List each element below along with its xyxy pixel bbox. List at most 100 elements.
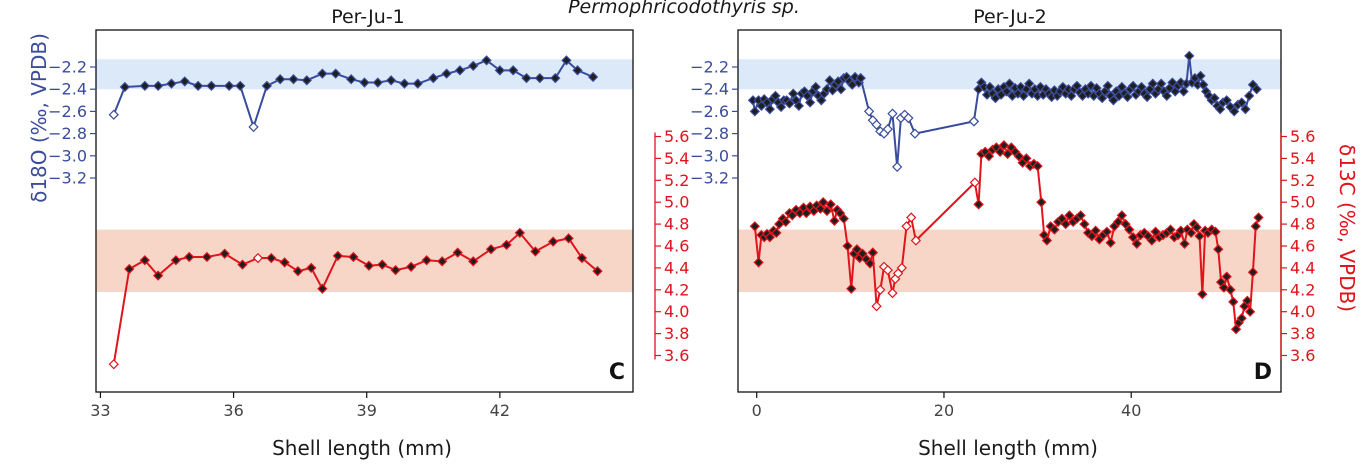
- d13c-data-point: [1236, 313, 1247, 324]
- d13c-data-point: [292, 266, 304, 277]
- d18o-data-point: [802, 90, 813, 102]
- d18o-data-point: [454, 65, 466, 76]
- d13c-data-point: [468, 256, 479, 267]
- d13c-data-point: [1244, 306, 1256, 317]
- d18o-data-point: [804, 97, 816, 108]
- d13c-data-point: [871, 301, 882, 312]
- d18o-data-point: [441, 68, 452, 79]
- d13c-data-point: [1146, 235, 1157, 246]
- d18o-data-point: [1127, 80, 1139, 92]
- d13c-data-point: [1210, 226, 1221, 237]
- d13c-data-point: [1124, 224, 1135, 235]
- d18o-data-point: [561, 55, 572, 66]
- d13c-data-point: [1021, 153, 1032, 164]
- d13c-tick-label: 4.0: [1290, 302, 1315, 321]
- d13c-data-point: [1242, 295, 1253, 306]
- d13c-data-point: [1131, 238, 1142, 249]
- d18o-data-point: [1175, 77, 1186, 88]
- d13c-tick-label: 5.6: [1290, 127, 1315, 146]
- d13c-data-point: [170, 255, 182, 266]
- x-tick-label: 0: [752, 401, 762, 420]
- d13c-tick-label: 5.6: [664, 127, 689, 146]
- d18o-data-point: [775, 101, 787, 113]
- d18o-data-point: [855, 72, 866, 84]
- d18o-data-point: [1167, 77, 1178, 88]
- d13c-data-point: [838, 213, 849, 224]
- d13c-data-point: [1090, 225, 1101, 236]
- d18o-data-point: [1012, 88, 1024, 99]
- x-tick-label: 33: [90, 401, 110, 420]
- d13c-data-point: [780, 216, 791, 228]
- d18o-data-point: [810, 81, 821, 93]
- d13c-data-point: [306, 262, 317, 274]
- d13c-data-point: [983, 151, 995, 162]
- d18o-data-point: [248, 121, 259, 133]
- d13c-tick-label: 4.6: [1290, 237, 1315, 256]
- d18o-data-point: [1229, 106, 1240, 117]
- d18o-data-point: [1178, 86, 1189, 97]
- d13c-data-point: [1191, 222, 1202, 233]
- d13c-data-point: [994, 146, 1006, 157]
- d13c-tick-label: 3.8: [664, 324, 689, 343]
- d13c-tick-label: 5.2: [664, 171, 689, 190]
- d13c-data-point: [1228, 296, 1239, 307]
- d18o-data-point: [288, 74, 299, 85]
- d18o-tick-label: −3.2: [690, 169, 729, 188]
- d13c-tick-label: 4.6: [664, 237, 689, 256]
- d18o-data-point: [412, 78, 423, 89]
- d13c-data-point: [139, 255, 150, 266]
- x-tick-label: 39: [357, 401, 377, 420]
- d13c-data-point: [405, 261, 417, 272]
- panel-d-xlabel: Shell length (mm): [918, 436, 1098, 460]
- d18o-data-point: [1215, 104, 1226, 115]
- d13c-data-point: [842, 240, 853, 252]
- d13c-data-point: [1179, 238, 1190, 249]
- x-tick-label: 42: [490, 401, 510, 420]
- d13c-data-point: [184, 251, 195, 263]
- x-tick-label: 20: [934, 401, 954, 420]
- d13c-data-point: [1049, 224, 1060, 235]
- d13c-data-point: [1253, 212, 1264, 223]
- d18o-data-point: [1141, 91, 1153, 103]
- d18o-data-point: [871, 119, 882, 130]
- d13c-data-point: [764, 232, 775, 243]
- d13c-data-point: [906, 212, 917, 223]
- d18o-data-point: [330, 68, 341, 79]
- d13c-data-point: [363, 260, 375, 271]
- d13c-data-point: [1225, 284, 1236, 295]
- d13c-tick-label: 4.2: [1290, 280, 1315, 299]
- d13c-data-point: [1112, 216, 1124, 228]
- d13c-data-point: [1213, 244, 1224, 255]
- d13c-data-point: [801, 208, 812, 219]
- d18o-data-point: [1066, 90, 1077, 102]
- d13c-data-point: [437, 256, 448, 267]
- d13c-data-point: [421, 255, 432, 266]
- d18o-data-point: [770, 90, 781, 102]
- d18o-data-point: [139, 80, 150, 92]
- d18o-data-point: [108, 109, 119, 120]
- d18o-data-point: [764, 104, 775, 115]
- d13c-data-point: [1247, 267, 1259, 278]
- d18o-data-point: [192, 80, 204, 92]
- d18o-tick-label: −2.4: [690, 80, 729, 99]
- d13c-data-point: [1197, 289, 1208, 300]
- d18o-data-point: [1122, 91, 1133, 103]
- d18o-data-point: [359, 77, 370, 88]
- d18o-data-point: [887, 108, 898, 119]
- d18o-data-point: [824, 75, 835, 86]
- d18o-data-point: [984, 81, 995, 93]
- d18o-data-point: [152, 80, 164, 92]
- d18o-data-point: [903, 112, 914, 124]
- d18o-data-point: [1001, 86, 1012, 97]
- d18o-tick-label: −2.6: [48, 102, 87, 121]
- d18o-data-point: [835, 84, 847, 95]
- d13c-data-point: [317, 283, 328, 294]
- d18o-data-point: [793, 100, 805, 111]
- d18o-data-point: [508, 65, 519, 76]
- d18o-data-point: [1198, 79, 1209, 90]
- d18o-data-point: [1240, 104, 1251, 115]
- d13c-data-point: [576, 252, 588, 264]
- d13c-data-point: [1221, 271, 1232, 282]
- d13c-tick-label: 4.4: [1290, 258, 1315, 277]
- d18o-data-point: [816, 95, 827, 106]
